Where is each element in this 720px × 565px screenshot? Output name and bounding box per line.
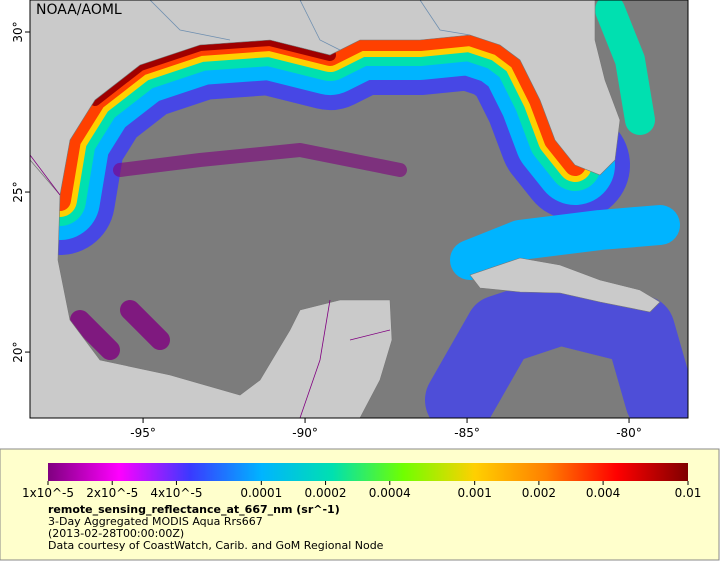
map-label: NOAA/AOML xyxy=(36,2,122,18)
colorbar-tick-label: 0.0001 xyxy=(240,486,282,500)
variable-name: remote_sensing_reflectance_at_667_nm (sr… xyxy=(48,503,340,516)
map-area xyxy=(30,0,688,418)
borders xyxy=(30,154,391,418)
lon-tick-label: -85° xyxy=(454,426,480,440)
colorbar-tick-label: 4x10^-5 xyxy=(150,486,202,500)
lat-tick-label: 30° xyxy=(11,21,25,42)
colorbar-tick-label: 0.0004 xyxy=(369,486,411,500)
date: (2013-02-28T00:00:00Z) xyxy=(48,527,184,540)
lat-tick-label: 20° xyxy=(11,341,25,362)
colorbar-tick-label: 0.004 xyxy=(586,486,620,500)
product: 3-Day Aggregated MODIS Aqua Rrs667 xyxy=(48,515,263,528)
colorbar-tick-label: 0.001 xyxy=(457,486,491,500)
lon-tick-label: -90° xyxy=(292,426,318,440)
colorbar-tick-label: 0.01 xyxy=(675,486,702,500)
rivers xyxy=(149,0,471,51)
colorbar-tick-label: 1x10^-5 xyxy=(22,486,74,500)
axes: -95° -90° -85° -80° 30° 25° 20° xyxy=(11,21,642,440)
map-frame xyxy=(29,0,689,419)
colorbar-tick-label: 2x10^-5 xyxy=(86,486,138,500)
colorbar xyxy=(48,463,688,481)
colorbar-tick-label: 0.002 xyxy=(522,486,556,500)
colorbar-ticks: 1x10^-5 2x10^-5 4x10^-5 0.0001 0.0002 0.0004 0… xyxy=(22,481,701,500)
colorbar-tick-label: 0.0002 xyxy=(305,486,347,500)
lon-tick-label: -95° xyxy=(130,426,156,440)
lon-tick-label: -80° xyxy=(616,426,642,440)
land xyxy=(30,0,688,418)
credit: Data courtesy of CoastWatch, Carib. and … xyxy=(48,539,384,552)
lat-tick-label: 25° xyxy=(11,181,25,202)
